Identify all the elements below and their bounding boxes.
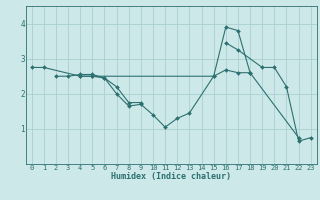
X-axis label: Humidex (Indice chaleur): Humidex (Indice chaleur) [111, 172, 231, 181]
